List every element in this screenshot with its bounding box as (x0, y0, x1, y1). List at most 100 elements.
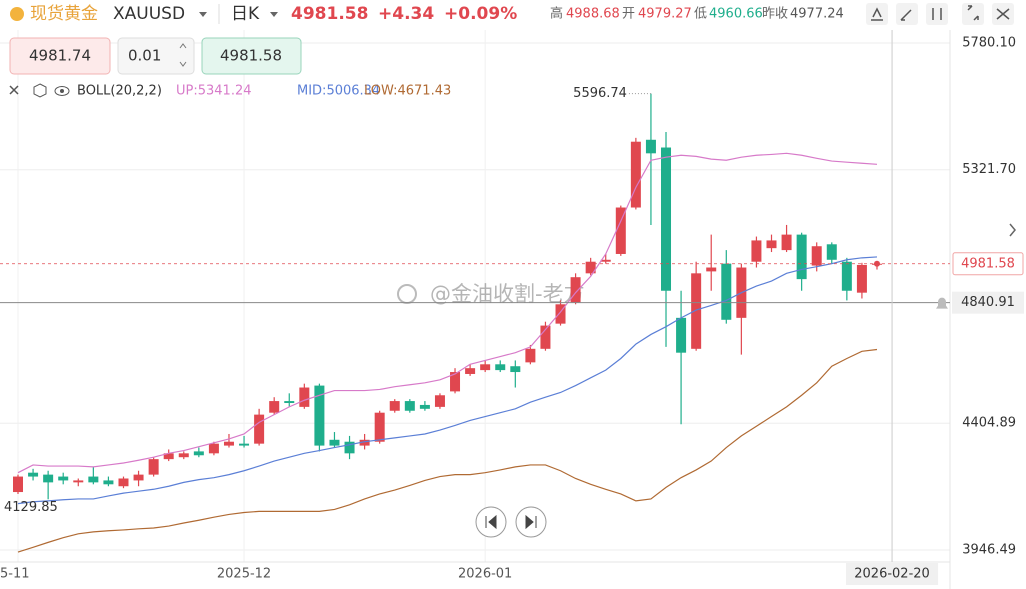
change-pct: +0.09% (444, 4, 517, 24)
tool-icon (900, 9, 912, 21)
open-value: 4979.27 (638, 7, 692, 22)
prev-close: 4977.24 (790, 7, 844, 22)
candle-body (374, 412, 385, 442)
candle-body (404, 401, 415, 411)
candle-body (103, 480, 114, 485)
alert-icon (936, 297, 948, 309)
candle-body (465, 368, 476, 374)
candle-body (555, 304, 566, 324)
candle-body (480, 364, 491, 371)
candle-body (570, 277, 581, 303)
quantity-input[interactable] (117, 37, 195, 75)
candle-body (269, 401, 280, 413)
candle-body (148, 459, 159, 475)
tool-icon (967, 5, 979, 21)
last-price: 4981.58 (291, 4, 368, 24)
candle-body (585, 261, 596, 274)
candle-body (751, 240, 762, 262)
candle-body (193, 451, 204, 456)
nav-icon (525, 514, 537, 530)
candle-body (314, 385, 325, 446)
y-tick-label: 4404.89 (962, 416, 1016, 431)
candle-body (841, 261, 852, 291)
buy-button[interactable] (201, 37, 302, 75)
symbol[interactable]: XAUUSD (113, 4, 185, 24)
instrument-name: 现货黄金 (30, 4, 98, 24)
candle-body (510, 366, 521, 373)
tool-button[interactable] (866, 3, 888, 25)
candle-body (239, 443, 250, 446)
tool-icon (871, 7, 883, 21)
candle-body (163, 453, 174, 460)
candle-body (43, 474, 54, 483)
min-label: 4129.85 (4, 500, 58, 515)
crosshair-date: 2026-02-20 (854, 567, 930, 582)
period[interactable]: 日K (231, 4, 260, 24)
gold-icon (10, 7, 24, 21)
candle-body (676, 317, 687, 353)
last-price-dot (873, 260, 880, 267)
crosshair-price: 4840.91 (961, 295, 1015, 310)
indicator-line (17, 256, 878, 505)
legend-entry: UP:5341.24 (176, 84, 252, 99)
tool-button[interactable] (962, 3, 984, 25)
y-tick-label: 3946.49 (962, 542, 1016, 557)
candle-body (419, 404, 430, 409)
candle-body (826, 244, 837, 260)
candle-body (495, 364, 506, 371)
sell-button[interactable] (9, 37, 111, 75)
last-price-label: 4981.58 (961, 256, 1015, 271)
candle-body (450, 372, 461, 392)
candle-body (389, 401, 400, 411)
candle-body (178, 453, 189, 458)
change: +4.34 (378, 4, 434, 24)
candle-body (254, 414, 265, 444)
x-tick-label: 5-11 (0, 567, 30, 582)
tool-button[interactable] (926, 3, 948, 25)
open-label: 开 (622, 7, 635, 22)
buy-price: 4981.58 (220, 47, 282, 65)
candle-body (344, 441, 355, 454)
candle-body (540, 325, 551, 349)
indicator-name: BOLL(20,2,2) (77, 84, 162, 99)
x-tick-label: 2026-01 (458, 567, 512, 582)
high-label: 高 (550, 6, 563, 22)
dropdown-icon[interactable] (199, 12, 207, 17)
candle-body (434, 395, 445, 407)
candle-body (781, 234, 792, 251)
candle-body (706, 267, 717, 272)
candle-body (811, 246, 822, 266)
candle-body (856, 264, 867, 293)
candle-body (766, 240, 777, 249)
high-value: 4988.68 (566, 7, 620, 22)
candle-body (28, 472, 39, 477)
expand-icon[interactable] (1009, 223, 1016, 237)
tool-icon (932, 8, 942, 20)
visibility-icon[interactable] (54, 86, 70, 96)
dropdown-icon[interactable] (270, 12, 278, 17)
candle-body (13, 476, 23, 493)
watermark: @金油收割-老方 (430, 282, 585, 306)
visibility-icon (60, 89, 64, 93)
candle-body (645, 139, 656, 154)
close-icon[interactable] (9, 85, 19, 95)
last-price-tag (952, 252, 1024, 276)
candle-body (615, 207, 626, 254)
crosshair-price-tag (952, 291, 1024, 314)
candle-body (600, 259, 611, 262)
quantity: 0.01 (128, 47, 161, 65)
candle-body (58, 476, 69, 481)
settings-icon[interactable] (33, 83, 47, 98)
max-label: 5596.74 (573, 86, 627, 101)
low-label: 低 (694, 7, 707, 22)
indicator-line (17, 348, 878, 553)
low-value: 4960.66 (709, 7, 763, 22)
candle-body (691, 273, 702, 349)
candle-body (208, 443, 219, 454)
nav-icon (485, 514, 497, 530)
crosshair-date-tag (846, 563, 939, 585)
candle-body (661, 147, 672, 291)
candle-body (73, 480, 84, 483)
prev-label: 昨收 (762, 7, 788, 22)
stepper-icon[interactable] (179, 43, 187, 67)
